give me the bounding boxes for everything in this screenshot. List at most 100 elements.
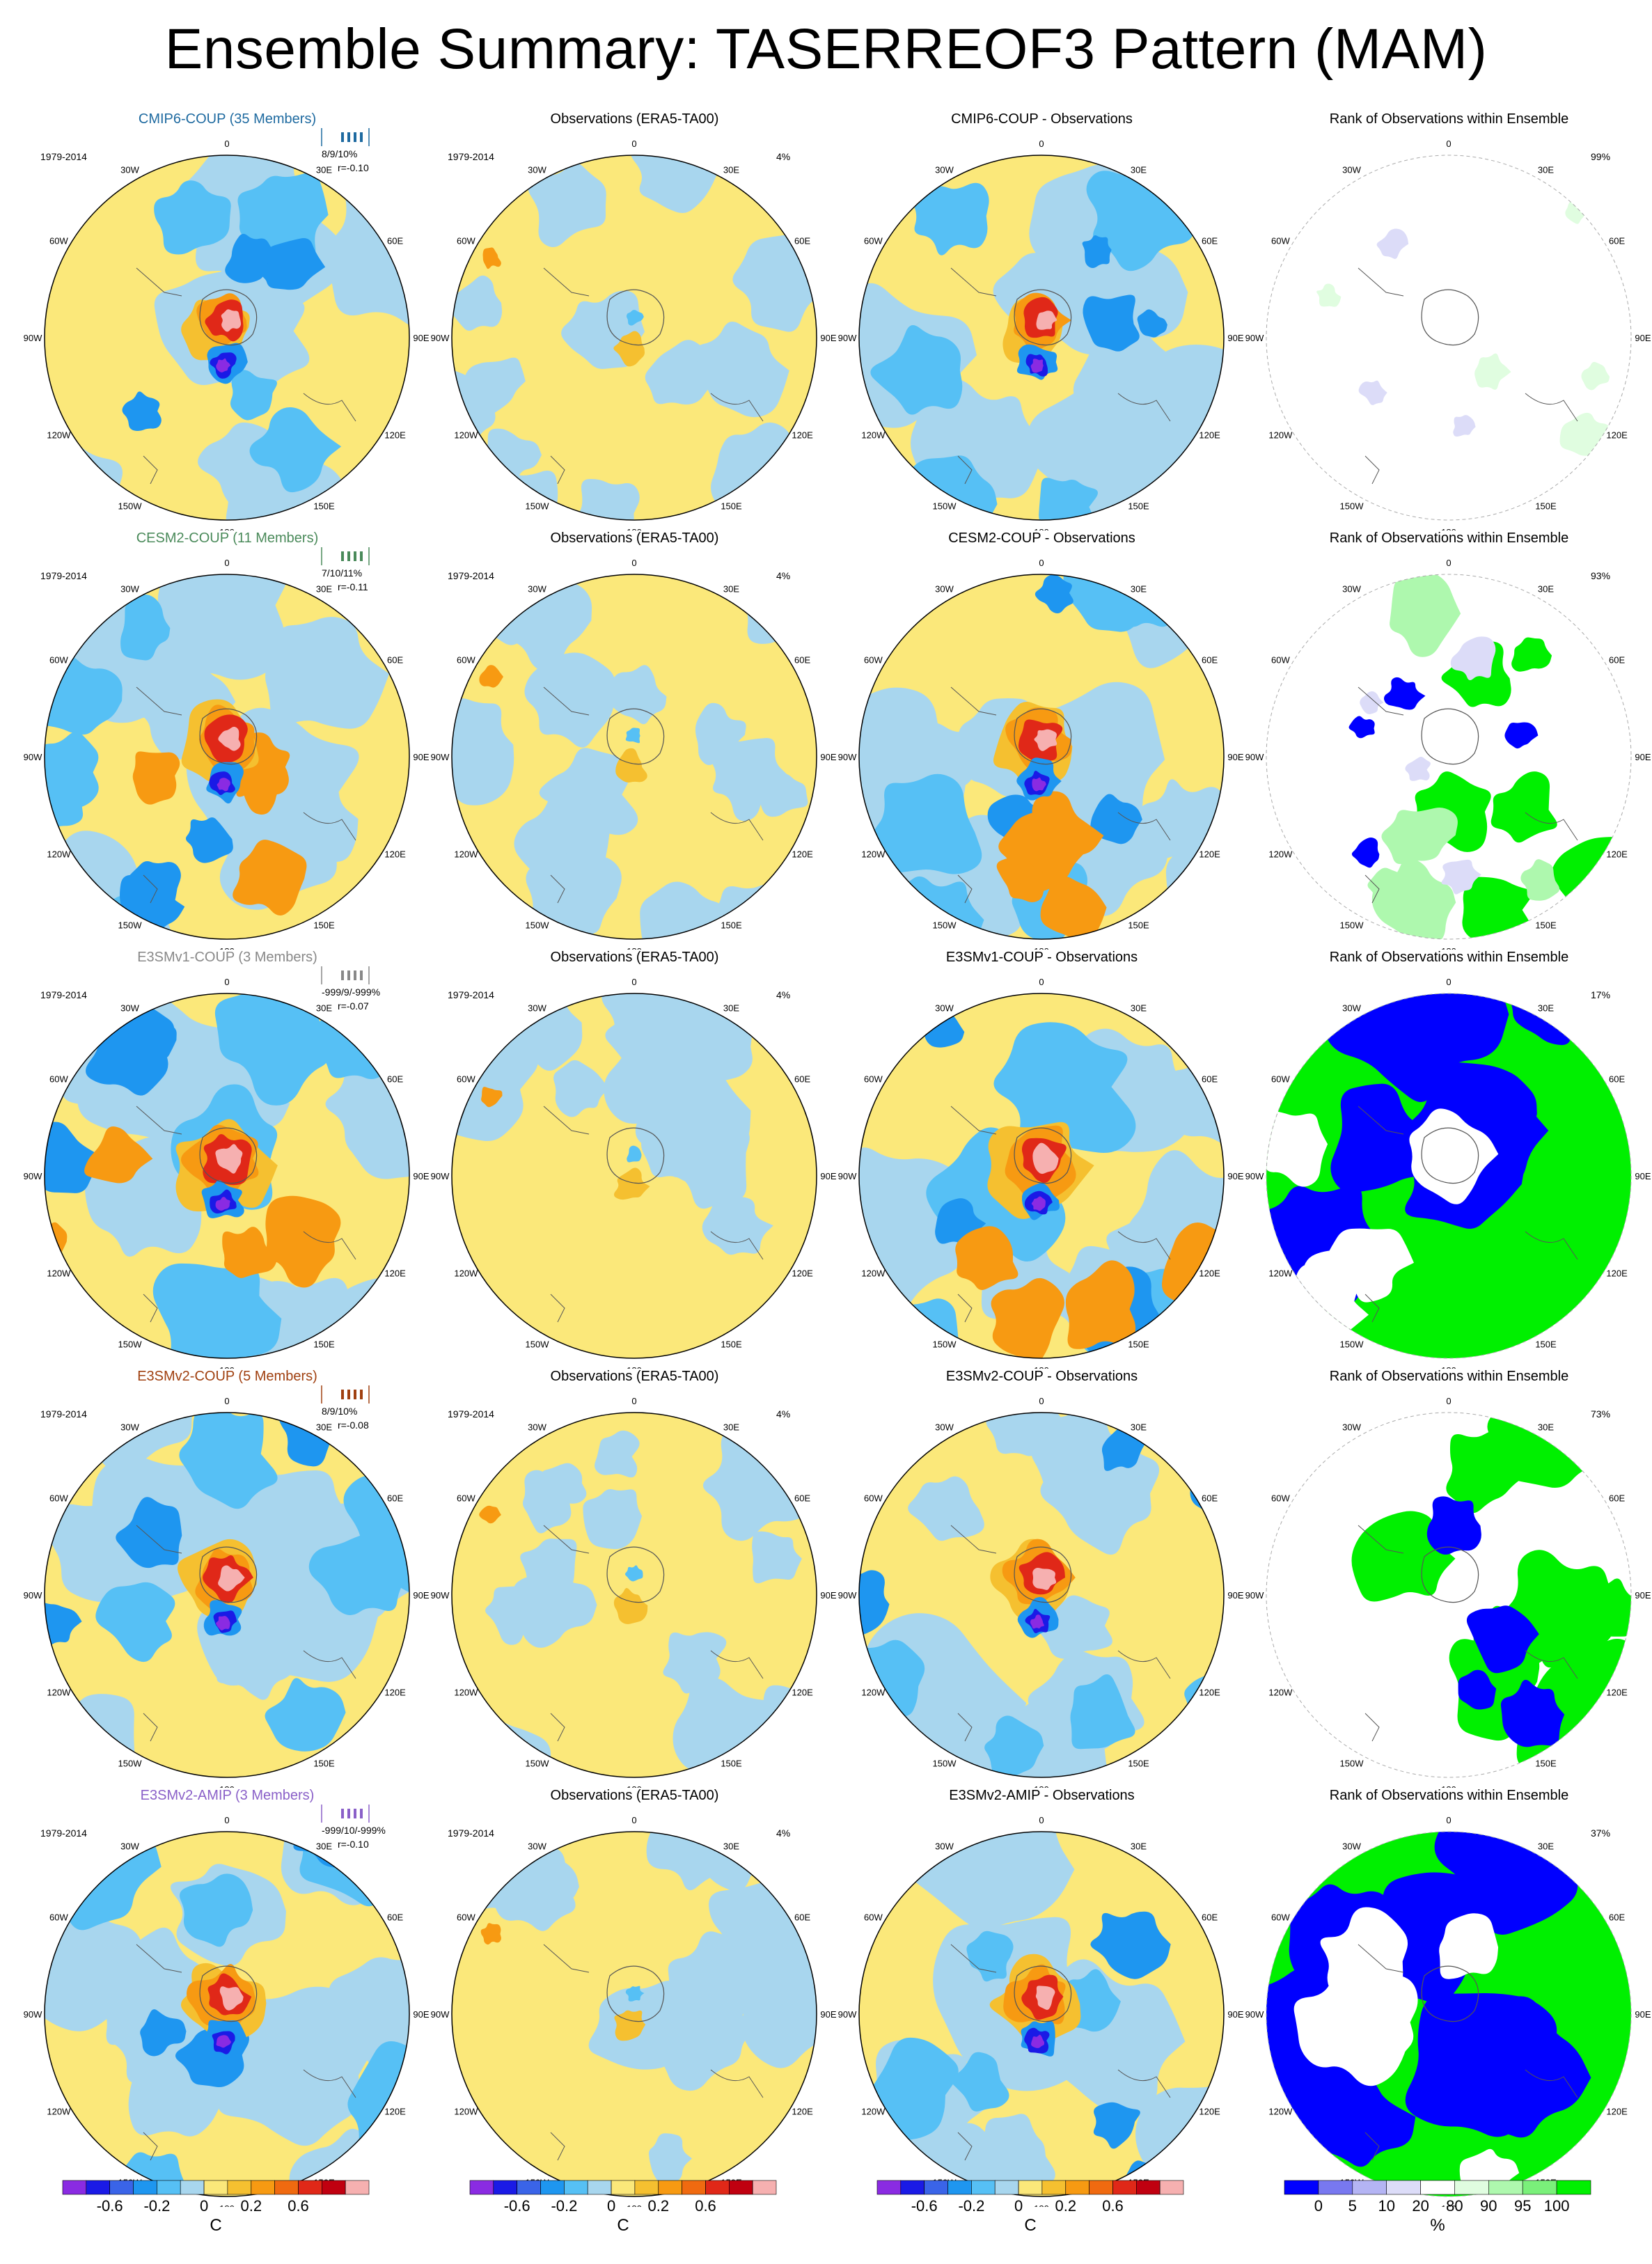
panel-title: CMIP6-COUP - Observations <box>951 111 1133 127</box>
antarctica-coastline <box>606 1546 665 1603</box>
new-zealand-coastline <box>550 2132 565 2161</box>
rank-mid-region <box>1474 353 1511 390</box>
lon-label: 30W <box>1342 1003 1361 1013</box>
lon-label: 60E <box>1609 1912 1625 1923</box>
panel-title: Observations (ERA5-TA00) <box>550 111 719 127</box>
lon-label: 30E <box>1538 1422 1554 1432</box>
lon-label: 180 <box>1441 527 1456 530</box>
panel-diff-row-1: CMIP6-COUP - Observations 0 30E 60E 90E 120E 1… <box>835 111 1248 530</box>
map-border <box>451 1412 817 1778</box>
australia-coastline <box>303 1650 356 1679</box>
colorbar-tick: 90 <box>1480 2197 1497 2215</box>
south-america-coastline <box>543 1106 590 1135</box>
colorbar-swatch <box>947 2180 972 2195</box>
new-zealand-coastline <box>957 2132 973 2161</box>
warm-anomaly-region <box>479 1505 501 1524</box>
map-field <box>1266 993 1631 1358</box>
lon-label: 30W <box>528 583 546 594</box>
cool-anomaly-region <box>774 1416 817 1472</box>
cool-anomaly-region <box>648 2133 692 2184</box>
cool-anomaly-region <box>1090 794 1142 844</box>
lon-label: 120E <box>792 1688 813 1698</box>
warm-anomaly-region <box>615 748 647 783</box>
lon-label: 150E <box>721 920 742 931</box>
australia-coastline <box>710 1231 764 1260</box>
rank-low-region <box>1434 1832 1581 1935</box>
lon-label: 30E <box>1131 583 1147 594</box>
cool-anomaly-region <box>122 391 162 432</box>
cool-anomaly-region <box>625 1986 645 2002</box>
new-zealand-coastline <box>143 874 158 904</box>
cool-anomaly-region <box>265 1678 346 1752</box>
lon-label: 0 <box>1446 1815 1451 1825</box>
polar-map: 030E60E90E120E150E180150W120W90W60W30W19… <box>24 547 430 950</box>
polar-map: 030E60E90E120E150E180150W120W90W60W30W <box>838 558 1244 950</box>
colorbar-tick: 0 <box>200 2197 208 2215</box>
rank-low-region <box>1348 716 1375 739</box>
lon-label: 120E <box>384 1688 406 1698</box>
australia-coastline <box>303 2069 356 2098</box>
polar-map: 030E60E90E120E150E180150W120W90W60W30W19… <box>431 1396 837 1788</box>
lon-label: 120E <box>384 849 406 860</box>
rank-mid-region <box>1360 691 1384 714</box>
colorbar-tick: 0.2 <box>648 2197 670 2215</box>
cool-anomaly-region <box>225 233 277 283</box>
lon-label: 60E <box>794 236 810 246</box>
lon-label: 120E <box>1606 849 1628 860</box>
polar-map: 030E60E90E120E150E180150W120W90W60W30W <box>838 139 1244 530</box>
colorbar-swatch <box>1556 2180 1591 2195</box>
cool-anomaly-region <box>625 728 640 744</box>
correlation-label: r=-0.10 <box>338 162 369 173</box>
colorbar-diff-1: -0.6 -0.2 0 0.2 0.6 C <box>56 2173 376 2257</box>
correlation-label: r=-0.08 <box>338 1420 369 1431</box>
cool-anomaly-region <box>86 1927 223 2052</box>
cool-anomaly-region <box>452 698 514 805</box>
map-field <box>452 574 817 939</box>
warm-anomaly-region <box>218 726 241 751</box>
panel-title: Observations (ERA5-TA00) <box>550 1369 719 1384</box>
percent-label: 4% <box>776 151 790 162</box>
lon-label: 90E <box>1635 1590 1651 1601</box>
cool-anomaly-region <box>95 1582 175 1662</box>
panel-title: Observations (ERA5-TA00) <box>550 530 719 546</box>
period-label: 1979-2014 <box>40 1408 87 1420</box>
polar-map: 030E60E90E120E150E180150W120W90W60W30W19… <box>24 1805 430 2207</box>
lon-label: 30W <box>120 1422 139 1432</box>
lon-label: 60E <box>387 655 403 666</box>
rank-mid-region <box>1376 228 1409 259</box>
lon-label: 90W <box>24 1590 42 1601</box>
member-spread-icon <box>321 1805 370 1823</box>
map-background <box>1266 155 1631 520</box>
lon-label: 60E <box>1202 1493 1218 1504</box>
lon-label: 30W <box>935 164 954 175</box>
lon-label: 120E <box>1606 1268 1628 1279</box>
lon-label: 90E <box>413 2009 429 2020</box>
cool-anomaly-region <box>859 1413 922 1462</box>
map-field <box>859 1413 1224 1777</box>
cool-anomaly-region <box>152 1263 282 1358</box>
lon-label: 90W <box>24 752 42 762</box>
south-america-coastline <box>950 1525 997 1554</box>
rank-mid-region <box>1381 808 1458 865</box>
cool-anomaly-region <box>140 2009 187 2057</box>
cool-anomaly-region <box>1093 2102 1140 2149</box>
polar-map: 030E60E90E120E150E180150W120W90W60W30W19… <box>431 1815 837 2207</box>
colorbar-unit: % <box>1430 2216 1445 2235</box>
lon-label: 120E <box>792 430 813 441</box>
lon-label: 0 <box>631 558 636 568</box>
polar-map: 030E60E90E120E150E180150W120W90W60W30W <box>838 1396 1244 1788</box>
colorbar-tick: -0.2 <box>143 2197 170 2215</box>
cool-anomaly-region <box>668 1133 710 1179</box>
lon-label: 180 <box>219 2203 235 2207</box>
colorbar-swatch <box>1284 2180 1319 2195</box>
colorbar-tick: 0 <box>607 2197 615 2215</box>
lon-label: 90W <box>838 1171 857 1181</box>
cool-anomaly-region <box>520 1539 577 1602</box>
lon-label: 60E <box>387 236 403 246</box>
polar-map: 030E60E90E120E150E180150W120W90W60W30W <box>838 1815 1244 2207</box>
colorbar-swatch <box>587 2180 612 2195</box>
polar-map: 030E60E90E120E150E180150W120W90W60W30W19… <box>24 128 430 530</box>
lon-label: 150W <box>526 920 550 931</box>
cool-anomaly-region <box>867 773 982 874</box>
lon-label: 120W <box>1268 2107 1293 2117</box>
